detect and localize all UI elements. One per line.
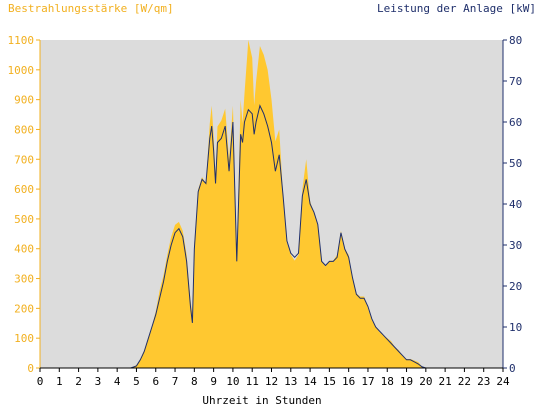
left-tick-label: 900 — [14, 94, 34, 107]
right-tick-label: 80 — [509, 34, 522, 47]
left-tick-label: 100 — [14, 332, 34, 345]
right-tick-label: 20 — [509, 280, 522, 293]
x-tick-label: 7 — [172, 375, 179, 388]
x-tick-label: 9 — [210, 375, 217, 388]
x-tick-label: 14 — [303, 375, 317, 388]
x-axis-title: Uhrzeit in Stunden — [202, 394, 321, 407]
x-tick-label: 13 — [284, 375, 297, 388]
left-axis-ticks: 0 100 200 300 400 500 600 700 800 900 1000 1100 — [8, 34, 40, 375]
power-line — [40, 104, 503, 369]
x-tick-label: 1 — [56, 375, 63, 388]
x-tick-label: 22 — [458, 375, 471, 388]
left-tick-label: 800 — [14, 123, 34, 136]
right-tick-label: 30 — [509, 239, 522, 252]
x-tick-label: 0 — [37, 375, 44, 388]
left-tick-label: 200 — [14, 302, 34, 315]
x-tick-label: 5 — [133, 375, 140, 388]
right-tick-label: 60 — [509, 116, 522, 129]
x-tick-label: 19 — [400, 375, 413, 388]
x-tick-label: 6 — [152, 375, 159, 388]
right-tick-label: 50 — [509, 157, 522, 170]
x-tick-label: 21 — [439, 375, 452, 388]
x-tick-label: 8 — [191, 375, 198, 388]
irradiance-area — [40, 40, 503, 368]
left-tick-label: 500 — [14, 213, 34, 226]
right-axis-title: Leistung der Anlage [kW] — [377, 2, 536, 15]
x-tick-label: 24 — [496, 375, 510, 388]
left-tick-label: 1100 — [8, 34, 35, 47]
x-axis-ticks: 0 1 2 3 4 5 6 7 8 9 10 11 12 13 14 15 16 17 18 19 20 21 22 23 24 — [37, 368, 510, 388]
right-axis-ticks: 0 10 20 30 40 50 60 70 80 — [503, 34, 522, 375]
x-tick-label: 4 — [114, 375, 121, 388]
right-tick-label: 40 — [509, 198, 522, 211]
x-tick-label: 20 — [419, 375, 432, 388]
left-tick-label: 1000 — [8, 64, 35, 77]
x-tick-label: 3 — [95, 375, 102, 388]
right-tick-label: 0 — [509, 362, 516, 375]
right-tick-label: 70 — [509, 75, 522, 88]
x-tick-label: 12 — [265, 375, 278, 388]
x-tick-label: 16 — [342, 375, 355, 388]
x-tick-label: 2 — [75, 375, 82, 388]
x-tick-label: 15 — [323, 375, 336, 388]
left-axis-title: Bestrahlungsstärke [W/qm] — [8, 2, 174, 15]
x-tick-label: 23 — [477, 375, 490, 388]
x-tick-label: 17 — [361, 375, 374, 388]
x-tick-label: 11 — [246, 375, 259, 388]
left-tick-label: 700 — [14, 153, 34, 166]
right-tick-label: 10 — [509, 321, 522, 334]
x-tick-label: 18 — [381, 375, 394, 388]
left-tick-label: 0 — [27, 362, 34, 375]
left-tick-label: 300 — [14, 273, 34, 286]
x-tick-label: 10 — [226, 375, 239, 388]
left-tick-label: 600 — [14, 183, 34, 196]
left-tick-label: 400 — [14, 243, 34, 256]
